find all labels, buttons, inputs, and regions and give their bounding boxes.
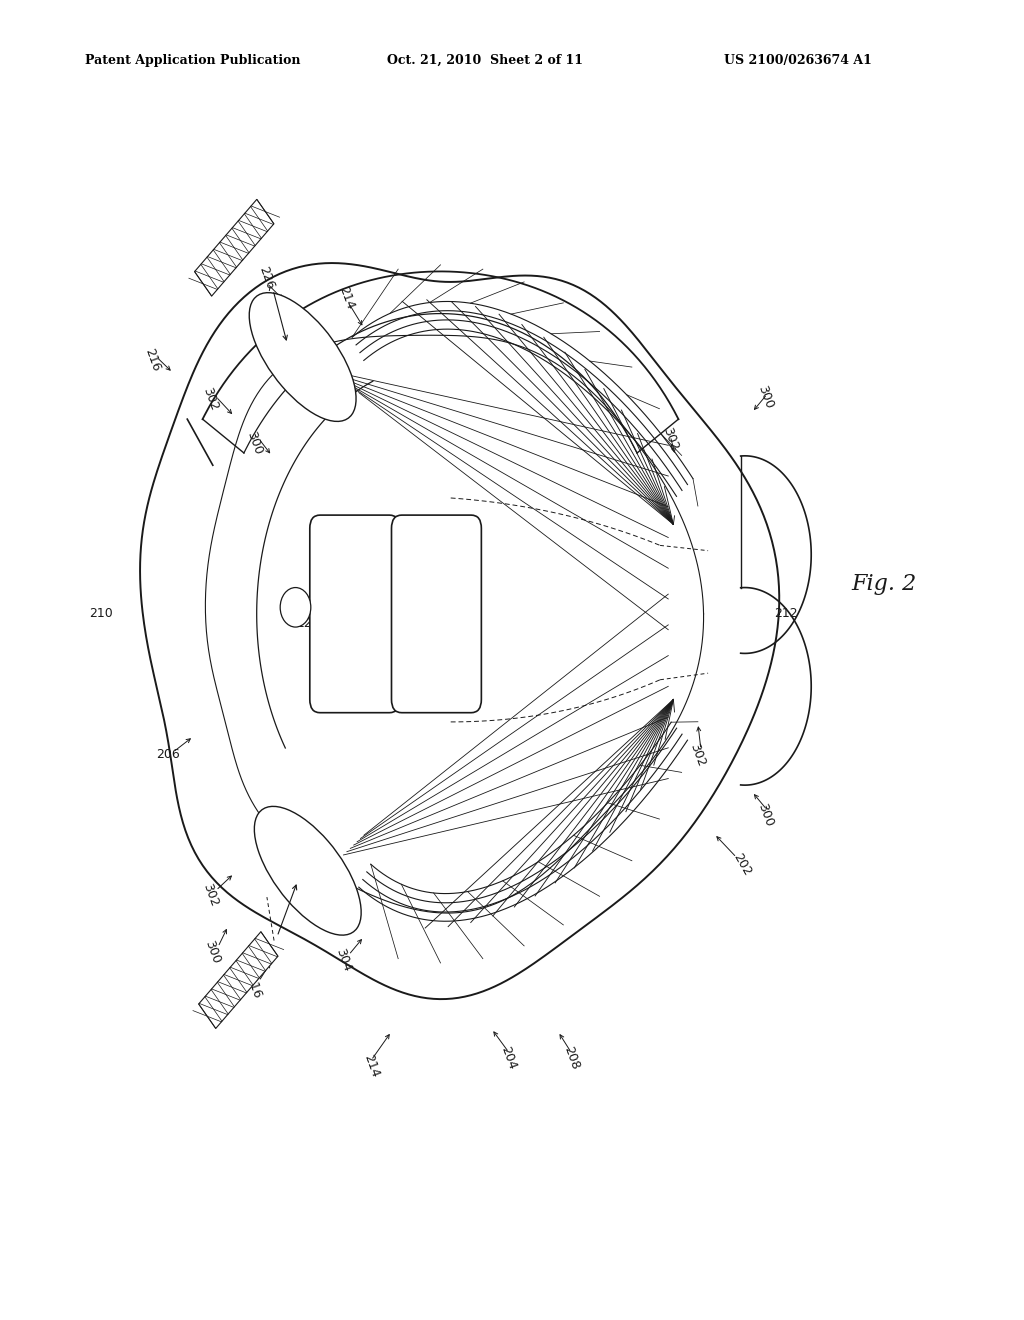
Text: 216: 216 [244, 973, 264, 1001]
Text: 214: 214 [360, 1052, 381, 1078]
Polygon shape [195, 199, 273, 296]
Text: 304: 304 [334, 946, 353, 974]
Text: 302: 302 [660, 425, 681, 451]
Text: 300: 300 [755, 383, 775, 411]
FancyBboxPatch shape [310, 515, 399, 713]
Text: Patent Application Publication: Patent Application Publication [85, 54, 301, 67]
Text: 302: 302 [688, 742, 708, 768]
Text: Oct. 21, 2010  Sheet 2 of 11: Oct. 21, 2010 Sheet 2 of 11 [387, 54, 584, 67]
Text: 300: 300 [203, 939, 223, 966]
FancyBboxPatch shape [391, 515, 481, 713]
Polygon shape [199, 932, 278, 1028]
Text: 302: 302 [201, 385, 221, 413]
Ellipse shape [254, 807, 361, 935]
Text: US 2100/0263674 A1: US 2100/0263674 A1 [724, 54, 872, 67]
Text: 208: 208 [561, 1044, 582, 1072]
Text: 224: 224 [438, 623, 459, 649]
Text: 206: 206 [156, 748, 180, 762]
Text: 216: 216 [142, 346, 163, 374]
Text: 222: 222 [296, 616, 319, 630]
Text: 300: 300 [755, 803, 775, 829]
Text: 220: 220 [346, 618, 367, 644]
Text: 226: 226 [257, 265, 278, 292]
Text: 214: 214 [337, 284, 356, 312]
Text: 210: 210 [89, 607, 114, 620]
Text: 302: 302 [201, 880, 221, 908]
Text: 212: 212 [774, 607, 798, 620]
Text: 202: 202 [730, 850, 754, 878]
Text: 300: 300 [245, 429, 265, 457]
Text: 304: 304 [293, 363, 312, 391]
Circle shape [281, 587, 311, 627]
Ellipse shape [249, 293, 356, 421]
Text: Fig. 2: Fig. 2 [851, 573, 916, 594]
Text: 204: 204 [499, 1044, 519, 1072]
